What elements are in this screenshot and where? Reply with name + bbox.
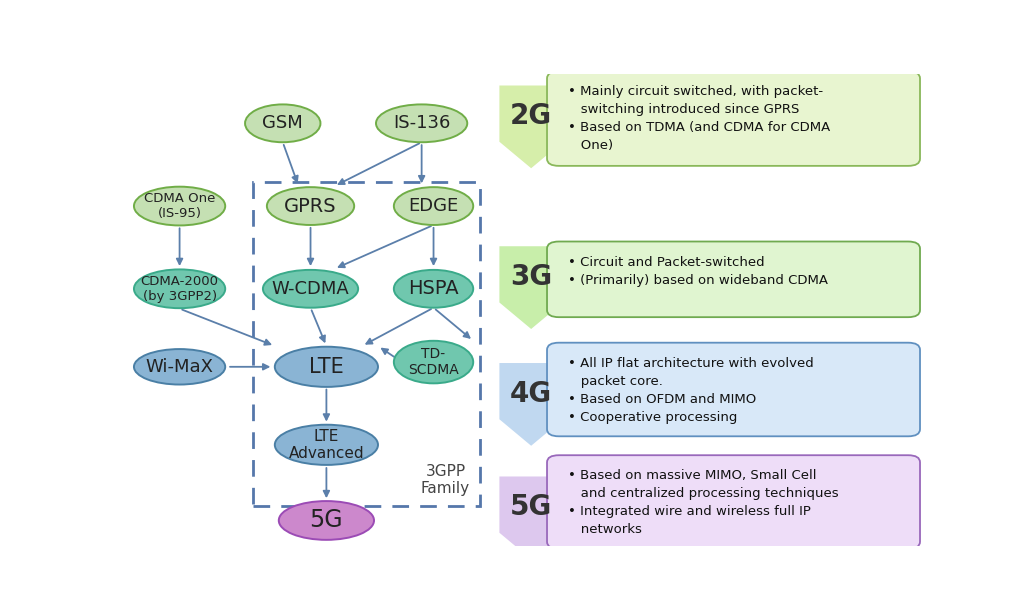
Text: • Based on massive MIMO, Small Cell
   and centralized processing techniques
• I: • Based on massive MIMO, Small Cell and … [568, 469, 839, 537]
Ellipse shape [245, 104, 321, 142]
Text: IS-136: IS-136 [393, 114, 451, 133]
Text: HSPA: HSPA [409, 279, 459, 298]
Ellipse shape [274, 347, 378, 387]
Ellipse shape [394, 270, 473, 308]
Ellipse shape [376, 104, 467, 142]
FancyBboxPatch shape [547, 241, 920, 317]
Polygon shape [500, 363, 563, 446]
Text: CDMA One
(IS-95): CDMA One (IS-95) [144, 192, 215, 220]
Ellipse shape [267, 187, 354, 225]
Ellipse shape [263, 270, 358, 308]
Text: • Circuit and Packet-switched
• (Primarily) based on wideband CDMA: • Circuit and Packet-switched • (Primari… [568, 255, 828, 287]
Text: 3GPP
Family: 3GPP Family [421, 464, 470, 497]
Text: Wi-MaX: Wi-MaX [145, 358, 214, 376]
Text: LTE: LTE [309, 357, 344, 377]
FancyBboxPatch shape [547, 455, 920, 549]
Text: CDMA-2000
(by 3GPP2): CDMA-2000 (by 3GPP2) [140, 275, 218, 303]
Polygon shape [500, 246, 563, 329]
FancyBboxPatch shape [547, 71, 920, 166]
Text: 2G: 2G [510, 103, 552, 130]
Ellipse shape [134, 187, 225, 225]
FancyBboxPatch shape [547, 343, 920, 437]
Text: 4G: 4G [510, 380, 552, 408]
Text: TD-
SCDMA: TD- SCDMA [409, 347, 459, 377]
Text: LTE
Advanced: LTE Advanced [289, 429, 365, 461]
Ellipse shape [279, 501, 374, 540]
Text: • Mainly circuit switched, with packet-
   switching introduced since GPRS
• Bas: • Mainly circuit switched, with packet- … [568, 85, 830, 152]
Text: W-CDMA: W-CDMA [271, 280, 349, 298]
Ellipse shape [394, 187, 473, 225]
Text: 5G: 5G [309, 508, 343, 532]
Text: 3G: 3G [510, 263, 552, 291]
Ellipse shape [394, 341, 473, 383]
Text: GSM: GSM [262, 114, 303, 133]
Text: GPRS: GPRS [285, 196, 337, 216]
Ellipse shape [134, 270, 225, 308]
Text: • All IP flat architecture with evolved
   packet core.
• Based on OFDM and MIMO: • All IP flat architecture with evolved … [568, 357, 814, 424]
Text: 5G: 5G [510, 494, 552, 521]
Ellipse shape [274, 425, 378, 465]
Polygon shape [500, 476, 563, 559]
Ellipse shape [134, 349, 225, 384]
Polygon shape [500, 85, 563, 168]
Text: EDGE: EDGE [409, 197, 459, 215]
